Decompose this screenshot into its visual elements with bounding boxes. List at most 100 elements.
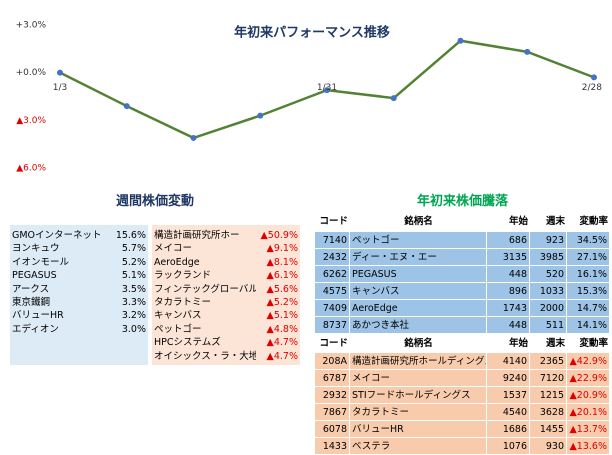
cell: ▲13.7% [567,421,610,438]
cell: 4575 [315,283,350,300]
cell: 7120 [530,370,567,387]
stock-name: ラックランド [154,270,212,282]
cell: 16.1% [567,266,610,283]
cell: 1743 [487,300,530,317]
cell: STIフードホールディングス [350,387,487,404]
cell: あかつき本社 [350,317,487,334]
marker [257,112,264,119]
cell: 930 [530,438,567,455]
cell: ▲20.1% [567,404,610,421]
cell: 1686 [487,421,530,438]
marker [190,134,197,141]
cell: メイコー [350,370,487,387]
cell: 448 [487,317,530,334]
cell: ▲42.9% [567,353,610,370]
cell: ベステラ [350,438,487,455]
change: ▲5.6% [266,283,298,295]
stock-name: イオンモール [12,256,70,268]
cell: 15.3% [567,283,610,300]
cell: キャンバス [350,283,487,300]
marker [591,74,597,81]
weekly-row: フィンテックグローバル ▲5.6% [152,283,300,296]
cell: ディー・エヌ・エー [350,249,487,266]
cell: 896 [487,283,530,300]
x-tick-label: 2/28 [582,83,602,93]
stock-name: オイシックス・ラ・大地 [154,350,256,362]
stock-name: PEGASUS [12,270,57,282]
cell: 34.5% [567,232,610,249]
cell: 520 [530,266,567,283]
cell: 1537 [487,387,530,404]
cell: 14.1% [567,317,610,334]
cell: 208A [315,353,350,370]
change: 3.5% [121,283,146,295]
marker [324,87,330,94]
cell: バリューHR [350,421,487,438]
weekly-title: 週間株価変動 [115,194,194,209]
header-cell: 銘柄名 [404,216,433,227]
weekly-row: ヨンキュウ 5.7% [10,242,148,255]
cell: 構造計画研究所ホールディングス [350,353,487,370]
change: 3.0% [121,323,146,335]
weekly-row: バリューHR 3.2% [10,309,148,322]
cell: AeroEdge [350,300,487,317]
header-cell: 年始 [508,338,528,349]
weekly-row: オイシックス・ラ・大地 ▲4.7% [152,350,300,363]
header-cell: 年始 [508,216,528,227]
cell: 6787 [315,370,350,387]
cell: 8737 [315,317,350,334]
cell: 511 [530,317,567,334]
stock-name: フィンテックグローバル [154,283,256,295]
weekly-row: イオンモール 5.2% [10,256,148,269]
weekly-row: タカラトミー ▲5.2% [152,296,300,309]
ytd-row: 208A 構造計画研究所ホールディングス 4140 2365 ▲42.9% [315,353,610,370]
change: ▲9.1% [266,243,298,255]
header-cell: 週末 [545,216,565,227]
cell: 7867 [315,404,350,421]
cell: 1433 [315,438,350,455]
header-cell: コード [319,216,348,227]
x-tick-label: 1/31 [317,83,337,93]
ytd-row: 6262 PEGASUS 448 520 16.1% [315,266,610,283]
cell: PEGASUS [350,266,487,283]
ytd-title: 年初来株価騰落 [416,194,508,209]
weekly-row: エディオン 3.0% [10,323,148,336]
stock-name: ヨンキュウ [12,243,60,255]
weekly-row: 東京鐵鋼 3.3% [10,296,148,309]
weekly-row: ペットゴー ▲4.8% [152,323,300,336]
marker [123,103,130,110]
cell: 1455 [530,421,567,438]
cell: ▲22.9% [567,370,610,387]
change: ▲4.7% [266,350,298,362]
change: 15.6% [115,230,146,241]
ytd-row: 7409 AeroEdge 1743 2000 14.7% [315,300,610,317]
ytd-row: 1433 ベステラ 1076 930 ▲13.6% [315,438,610,455]
header-cell: 銘柄名 [404,338,433,349]
change: ▲5.2% [266,297,298,308]
change: ▲6.1% [266,270,298,282]
weekly-row: GMOインターネット 15.6% [10,229,148,242]
cell: 6262 [315,266,350,283]
ytd-row: 2932 STIフードホールディングス 1537 1215 ▲20.9% [315,387,610,404]
weekly-row: PEGASUS 5.1% [10,269,148,282]
ytd-row: 6787 メイコー 9240 7120 ▲22.9% [315,370,610,387]
chart: 年初来パフォーマンス推移 +3.0% +0.0% ▲3.0% ▲6.0% 1/3 1/31… [16,20,603,173]
change: ▲50.9% [260,230,299,241]
x-tick-label: 1/3 [53,83,67,93]
stock-name: エディオン [12,323,59,335]
cell: 27.1% [567,249,610,266]
ytd-row: 4575 キャンバス 896 1033 15.3% [315,283,610,300]
cell: 1215 [530,387,567,404]
cell: 3985 [530,249,567,266]
change: 5.7% [121,243,146,255]
cell: ▲20.9% [567,387,610,404]
stock-name: HPCシステムズ [154,337,221,349]
stock-name: キャンバス [154,310,202,322]
marker [57,69,63,76]
change: 5.2% [121,256,146,268]
cell: 1076 [487,438,530,455]
y-tick-label: +0.0% [16,68,47,78]
cell: 923 [530,232,567,249]
stock-name: ペットゴー [154,323,202,335]
